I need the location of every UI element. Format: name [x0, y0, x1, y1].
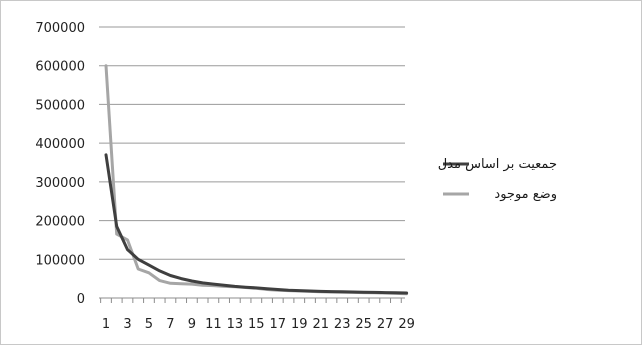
- x-tick-label: 19: [291, 317, 308, 332]
- series-line: [104, 153, 409, 295]
- legend-label: وضع موجود: [494, 187, 557, 202]
- x-tick-label: 11: [205, 317, 222, 332]
- y-tick-label: 200000: [35, 215, 85, 230]
- y-tick-label: 300000: [35, 176, 85, 191]
- y-tick-label: 600000: [35, 60, 85, 75]
- x-tick-label: 25: [355, 317, 372, 332]
- x-tick-label: 7: [166, 317, 174, 332]
- x-tick-label: 1: [102, 317, 110, 332]
- y-tick-labels: 0 100000 200000 300000 400000 500000 600000 700…: [35, 21, 85, 307]
- gridlines: [99, 26, 405, 260]
- x-tick-label: 13: [227, 317, 244, 332]
- series-lines: [104, 64, 409, 296]
- x-tick-label: 17: [270, 317, 287, 332]
- x-tick-label: 15: [248, 317, 265, 332]
- x-tick-label: 29: [398, 317, 415, 332]
- y-tick-label: 0: [77, 292, 85, 307]
- x-tick-label: 21: [312, 317, 329, 332]
- x-tick-label: 23: [334, 317, 351, 332]
- axes: [99, 297, 405, 303]
- legend: جمعیت بر اساس مدل وضع موجود: [438, 157, 557, 202]
- x-tick-label: 27: [377, 317, 394, 332]
- x-tick-label: 3: [123, 317, 131, 332]
- y-tick-label: 400000: [35, 137, 85, 152]
- legend-label: جمعیت بر اساس مدل: [438, 157, 557, 172]
- x-tick-label: 9: [188, 317, 196, 332]
- x-tick-label: 5: [145, 317, 153, 332]
- y-tick-label: 700000: [35, 21, 85, 36]
- y-tick-label: 100000: [35, 253, 85, 268]
- x-tick-labels: 1 3 5 7 9 11 13 15 17 19 21 23 25 27 29: [102, 317, 415, 332]
- y-tick-label: 500000: [35, 98, 85, 113]
